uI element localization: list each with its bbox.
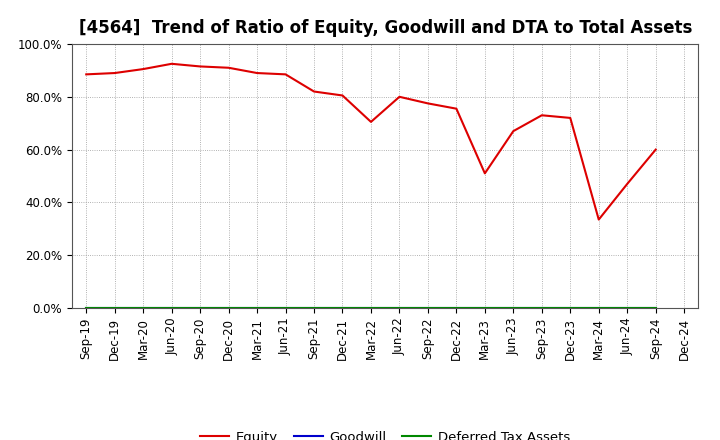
Equity	[423, 101, 432, 106]
Goodwill	[167, 305, 176, 311]
Goodwill	[310, 305, 318, 311]
Deferred Tax Assets	[253, 305, 261, 311]
Equity	[480, 171, 489, 176]
Goodwill	[82, 305, 91, 311]
Title: [4564]  Trend of Ratio of Equity, Goodwill and DTA to Total Assets: [4564] Trend of Ratio of Equity, Goodwil…	[78, 19, 692, 37]
Equity	[139, 66, 148, 72]
Goodwill	[480, 305, 489, 311]
Equity	[452, 106, 461, 111]
Deferred Tax Assets	[623, 305, 631, 311]
Goodwill	[595, 305, 603, 311]
Deferred Tax Assets	[282, 305, 290, 311]
Deferred Tax Assets	[452, 305, 461, 311]
Deferred Tax Assets	[338, 305, 347, 311]
Deferred Tax Assets	[196, 305, 204, 311]
Deferred Tax Assets	[480, 305, 489, 311]
Goodwill	[509, 305, 518, 311]
Goodwill	[110, 305, 119, 311]
Deferred Tax Assets	[167, 305, 176, 311]
Deferred Tax Assets	[310, 305, 318, 311]
Goodwill	[652, 305, 660, 311]
Equity	[509, 128, 518, 134]
Equity	[366, 119, 375, 125]
Equity	[225, 65, 233, 70]
Equity	[652, 147, 660, 152]
Goodwill	[366, 305, 375, 311]
Equity	[338, 93, 347, 98]
Goodwill	[395, 305, 404, 311]
Goodwill	[537, 305, 546, 311]
Deferred Tax Assets	[139, 305, 148, 311]
Equity	[110, 70, 119, 76]
Deferred Tax Assets	[366, 305, 375, 311]
Equity	[167, 61, 176, 66]
Goodwill	[566, 305, 575, 311]
Line: Equity: Equity	[86, 64, 656, 220]
Goodwill	[452, 305, 461, 311]
Goodwill	[139, 305, 148, 311]
Goodwill	[196, 305, 204, 311]
Goodwill	[282, 305, 290, 311]
Equity	[196, 64, 204, 69]
Equity	[282, 72, 290, 77]
Deferred Tax Assets	[423, 305, 432, 311]
Deferred Tax Assets	[537, 305, 546, 311]
Equity	[253, 70, 261, 76]
Equity	[82, 72, 91, 77]
Equity	[395, 94, 404, 99]
Equity	[623, 181, 631, 187]
Deferred Tax Assets	[395, 305, 404, 311]
Deferred Tax Assets	[652, 305, 660, 311]
Goodwill	[623, 305, 631, 311]
Deferred Tax Assets	[595, 305, 603, 311]
Deferred Tax Assets	[82, 305, 91, 311]
Equity	[537, 113, 546, 118]
Equity	[310, 89, 318, 94]
Goodwill	[253, 305, 261, 311]
Equity	[566, 115, 575, 121]
Goodwill	[338, 305, 347, 311]
Deferred Tax Assets	[110, 305, 119, 311]
Legend: Equity, Goodwill, Deferred Tax Assets: Equity, Goodwill, Deferred Tax Assets	[195, 425, 575, 440]
Equity	[595, 217, 603, 222]
Deferred Tax Assets	[566, 305, 575, 311]
Deferred Tax Assets	[225, 305, 233, 311]
Goodwill	[225, 305, 233, 311]
Deferred Tax Assets	[509, 305, 518, 311]
Goodwill	[423, 305, 432, 311]
